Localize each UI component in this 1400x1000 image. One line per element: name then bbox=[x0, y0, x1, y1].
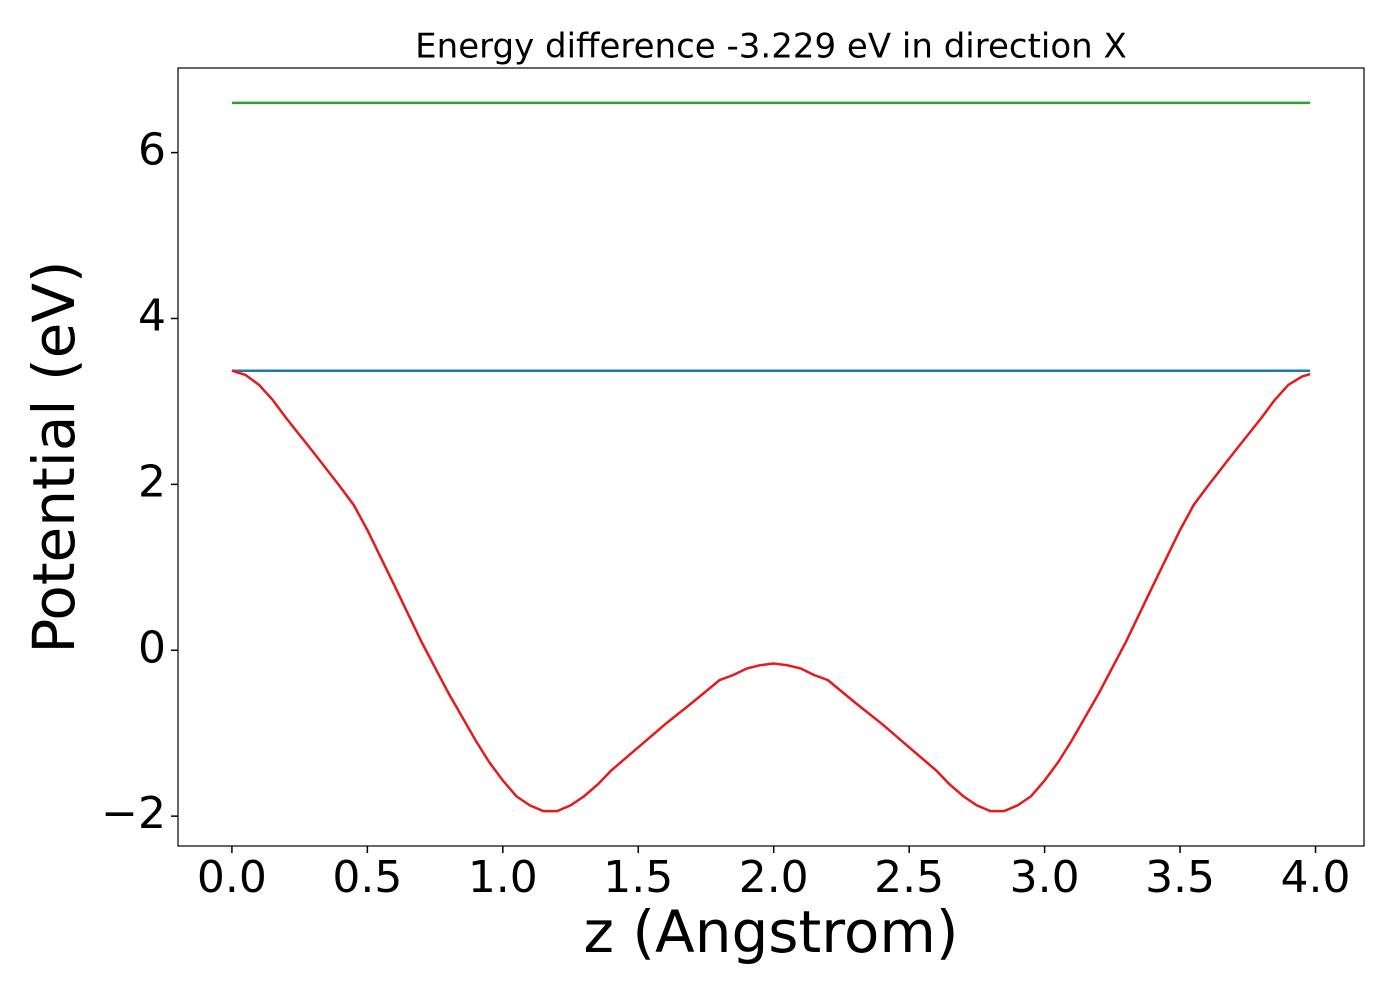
x-tick-label: 3.0 bbox=[1010, 852, 1080, 903]
x-axis-label: z (Angstrom) bbox=[584, 898, 959, 966]
x-tick-label: 3.5 bbox=[1145, 852, 1215, 903]
x-tick-label: 1.0 bbox=[468, 852, 538, 903]
x-tick-label: 2.5 bbox=[874, 852, 944, 903]
x-tick-label: 4.0 bbox=[1281, 852, 1351, 903]
data-line bbox=[231, 369, 1311, 813]
x-tick-label: 2.0 bbox=[739, 852, 809, 903]
chart-title: Energy difference -3.229 eV in direction… bbox=[415, 27, 1127, 67]
x-tick-label: 0.0 bbox=[197, 852, 267, 903]
y-tick-label: −2 bbox=[101, 788, 166, 839]
plot-frame bbox=[177, 67, 1365, 847]
y-tick-label: 2 bbox=[138, 456, 166, 507]
y-axis-label: Potential (eV) bbox=[20, 260, 88, 653]
y-tick-label: 4 bbox=[138, 290, 166, 341]
x-tick-label: 0.5 bbox=[332, 852, 402, 903]
x-tick-label: 1.5 bbox=[603, 852, 673, 903]
y-tick-label: 0 bbox=[138, 622, 166, 673]
y-tick-label: 6 bbox=[138, 125, 166, 176]
